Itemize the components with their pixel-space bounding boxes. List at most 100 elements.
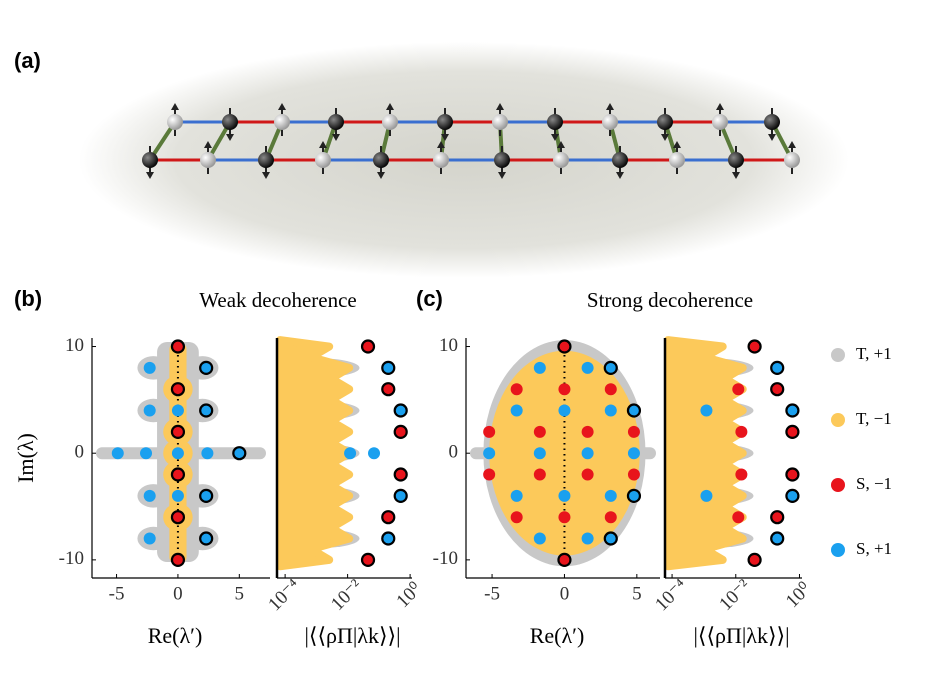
- spin: [602, 114, 618, 130]
- point: [199, 403, 214, 418]
- point: [199, 360, 214, 375]
- y-axis-label: Im(λ): [13, 433, 38, 483]
- spin: [492, 114, 508, 130]
- legend-label: T, −1: [856, 409, 892, 428]
- point: [533, 447, 546, 460]
- point: [533, 468, 546, 481]
- point: [627, 425, 640, 438]
- point: [700, 404, 713, 417]
- legend-label: T, +1: [856, 344, 892, 363]
- point: [232, 446, 247, 461]
- y-tick-label: 0: [449, 442, 459, 463]
- spin-arrow-head: [768, 134, 776, 141]
- spin-arrow-head: [204, 141, 212, 148]
- point: [171, 404, 184, 417]
- point: [604, 489, 617, 502]
- point: [510, 489, 523, 502]
- spin-arrow-head: [557, 141, 565, 148]
- spin: [657, 114, 673, 130]
- y-tick-label: 10: [439, 335, 458, 356]
- spin: [142, 152, 158, 168]
- x-axis-label: Re(λ′): [530, 623, 585, 648]
- point: [143, 489, 156, 502]
- point: [171, 447, 184, 460]
- point: [581, 447, 594, 460]
- spin-arrow-head: [146, 172, 154, 179]
- point: [510, 511, 523, 524]
- spin: [258, 152, 274, 168]
- spin: [712, 114, 728, 130]
- point: [735, 425, 748, 438]
- point: [170, 552, 186, 567]
- point: [143, 361, 156, 374]
- point: [626, 403, 642, 418]
- spin-arrow-head: [606, 103, 614, 110]
- x-tick-label: 10⁰: [782, 578, 816, 612]
- point: [510, 383, 523, 396]
- x-tick-label: 0: [173, 583, 183, 604]
- spin-arrow-head: [386, 103, 394, 110]
- legend-label: S, +1: [856, 539, 892, 558]
- point: [770, 510, 785, 525]
- spin: [547, 114, 563, 130]
- panel-title: Weak decoherence: [199, 288, 356, 312]
- point: [785, 467, 800, 482]
- cloud: [664, 336, 747, 571]
- panel-label: (a): [14, 48, 41, 73]
- point: [140, 447, 153, 460]
- x-tick-label: 10⁰: [392, 578, 426, 612]
- point: [581, 468, 594, 481]
- point: [170, 510, 186, 525]
- y-tick-label: 0: [75, 442, 85, 463]
- point: [170, 382, 186, 397]
- point: [557, 339, 572, 354]
- spin-arrow-head: [661, 134, 669, 141]
- point: [785, 403, 800, 418]
- spin: [728, 152, 744, 168]
- spin-arrow-head: [319, 141, 327, 148]
- spin-arrow-head: [673, 141, 681, 148]
- point: [700, 489, 713, 502]
- point: [604, 511, 617, 524]
- panel-label: (c): [416, 286, 443, 311]
- point: [483, 447, 496, 460]
- x-tick-label: 10⁻²: [715, 575, 755, 615]
- point: [381, 382, 396, 397]
- spin: [274, 114, 290, 130]
- point: [393, 467, 408, 482]
- x-tick-label: 5: [632, 583, 642, 604]
- x-tick-label: -5: [109, 583, 125, 604]
- spin: [328, 114, 344, 130]
- point: [533, 532, 546, 545]
- spin-arrow-head: [551, 134, 559, 141]
- point: [199, 531, 214, 546]
- point: [770, 360, 785, 375]
- point: [581, 425, 594, 438]
- point: [626, 488, 642, 503]
- point: [732, 383, 745, 396]
- spin: [315, 152, 331, 168]
- point: [603, 531, 618, 546]
- spin: [167, 114, 183, 130]
- point: [393, 488, 408, 503]
- spin-arrow-head: [171, 103, 179, 110]
- spin: [373, 152, 389, 168]
- x-tick-label: 10⁻⁴: [651, 575, 691, 615]
- legend-label: S, −1: [856, 474, 892, 493]
- point: [533, 425, 546, 438]
- spin-arrow-head: [616, 172, 624, 179]
- point: [393, 424, 408, 439]
- x-tick-label: 10⁻⁴: [264, 575, 304, 615]
- spin-arrow-head: [441, 134, 449, 141]
- point: [483, 468, 496, 481]
- panel-title: Strong decoherence: [587, 288, 753, 312]
- point: [199, 488, 214, 503]
- point: [627, 468, 640, 481]
- point: [170, 424, 186, 439]
- point: [627, 447, 640, 460]
- point: [111, 447, 124, 460]
- spin-ladder: [142, 103, 800, 179]
- spin: [433, 152, 449, 168]
- point: [393, 403, 408, 418]
